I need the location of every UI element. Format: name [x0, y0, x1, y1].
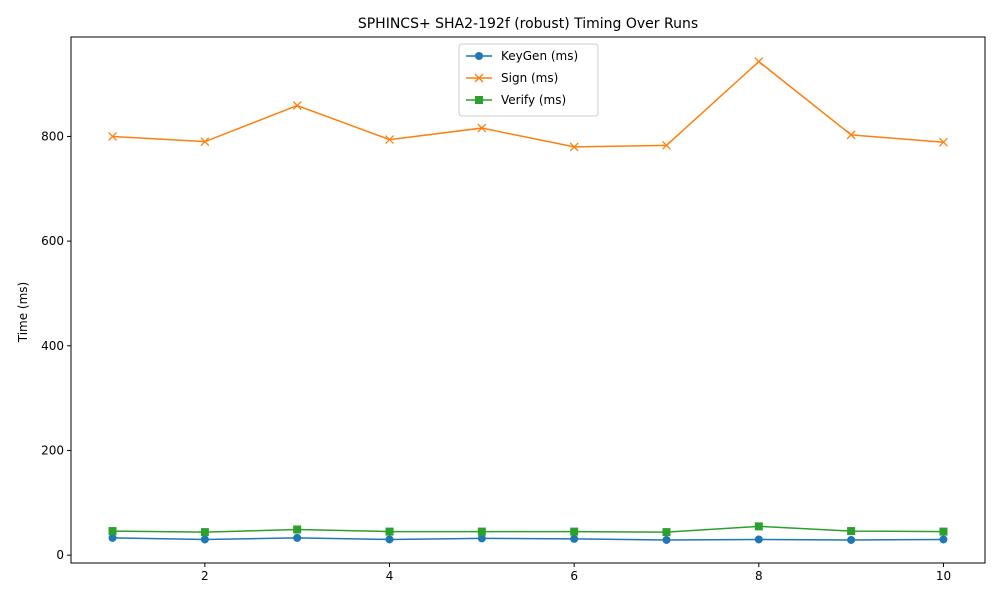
data-point-sign-ms: [477, 123, 487, 133]
data-point-keygen-ms: [570, 534, 579, 543]
x-tick-label: 10: [936, 569, 951, 583]
x-tick-label: 6: [570, 569, 578, 583]
data-point-keygen-ms: [939, 535, 948, 544]
series-verify-ms: [108, 522, 948, 537]
data-point-sign-ms: [662, 140, 671, 150]
data-point-sign-ms: [754, 57, 764, 67]
data-point-keygen-ms: [477, 534, 486, 543]
series-sign-ms: [108, 57, 948, 152]
y-tick-label: 400: [41, 339, 64, 353]
legend-item: Sign (ms): [466, 71, 558, 85]
data-point-sign-ms: [292, 101, 302, 111]
data-point-verify-ms: [662, 528, 671, 537]
legend-item: KeyGen (ms): [466, 49, 578, 63]
data-point-verify-ms: [108, 527, 117, 536]
legend-label: KeyGen (ms): [501, 49, 578, 63]
y-tick-label: 800: [41, 129, 64, 143]
y-axis-label: Time (ms): [16, 282, 30, 344]
legend-label: Sign (ms): [501, 71, 558, 85]
data-point-sign-ms: [938, 137, 948, 147]
legend-box: [458, 43, 599, 117]
chart-title: SPHINCS+ SHA2-192f (robust) Timing Over …: [358, 16, 698, 32]
legend-marker: [474, 73, 484, 83]
data-point-verify-ms: [293, 525, 302, 534]
data-point-verify-ms: [477, 527, 486, 536]
data-point-sign-ms: [846, 130, 856, 140]
legend-item: Verify (ms): [466, 93, 566, 107]
x-tick-label: 2: [201, 569, 209, 583]
data-point-keygen-ms: [385, 535, 394, 544]
data-point-keygen-ms: [108, 533, 117, 542]
legend-label: Verify (ms): [501, 93, 566, 107]
legend: KeyGen (ms) Sign (ms) Verify (ms): [458, 43, 599, 117]
data-point-sign-ms: [200, 137, 210, 147]
data-point-keygen-ms: [754, 535, 763, 544]
data-point-keygen-ms: [200, 535, 209, 544]
legend-marker: [475, 96, 483, 104]
y-tick-label: 600: [41, 234, 64, 248]
data-point-keygen-ms: [847, 535, 856, 544]
data-point-verify-ms: [754, 522, 763, 531]
data-point-verify-ms: [847, 527, 856, 536]
data-point-verify-ms: [200, 528, 209, 537]
x-tick-label: 8: [755, 569, 763, 583]
data-point-sign-ms: [385, 135, 394, 145]
series-line-sign-ms: [112, 60, 944, 148]
data-point-keygen-ms: [662, 535, 671, 544]
y-tick-label: 0: [56, 548, 64, 562]
series-line-verify-ms: [112, 525, 944, 533]
series-keygen-ms: [108, 533, 948, 544]
data-point-verify-ms: [385, 527, 394, 536]
data-point-verify-ms: [939, 527, 948, 536]
data-point-keygen-ms: [293, 533, 302, 542]
series-line-keygen-ms: [112, 537, 944, 541]
x-tick-label: 4: [386, 569, 394, 583]
legend-marker: [475, 52, 483, 60]
data-point-sign-ms: [569, 142, 579, 152]
data-point-sign-ms: [108, 131, 118, 141]
plot-frame: [70, 36, 986, 564]
y-tick-label: 200: [41, 443, 64, 457]
data-point-verify-ms: [570, 527, 579, 536]
